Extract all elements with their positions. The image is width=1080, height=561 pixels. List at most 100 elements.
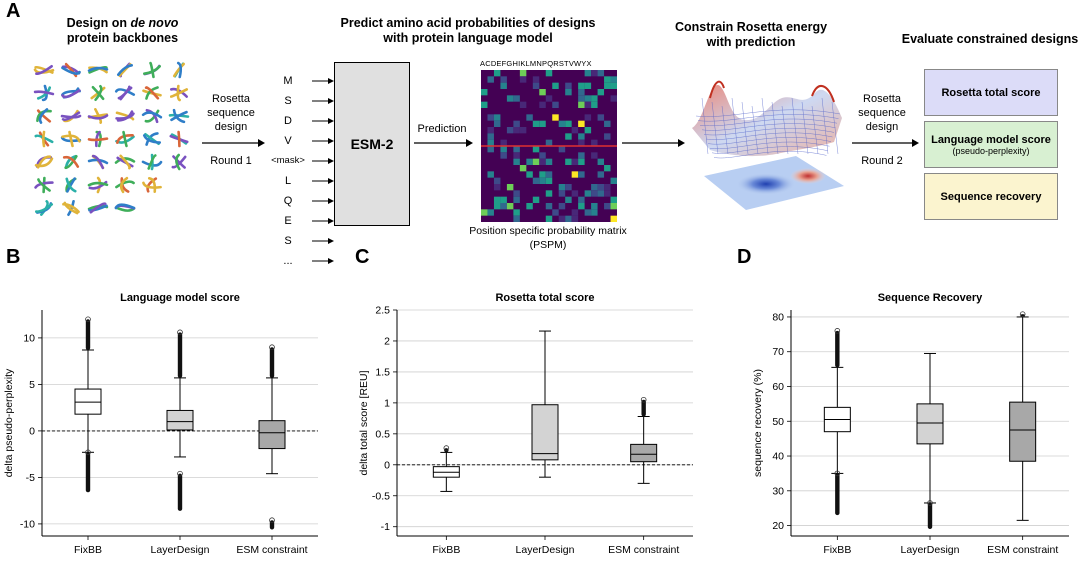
backbone-thumbnail: [115, 110, 135, 122]
token-8: S: [284, 235, 292, 247]
pspm-caption-l2: (PSPM): [529, 239, 567, 251]
backbone-thumbnail: [60, 109, 82, 123]
chart-title: Sequence Recovery: [878, 292, 983, 304]
x-tick-label: FixBB: [74, 544, 102, 556]
backbone-thumbnail: [65, 177, 77, 193]
eval-box-language-label: Language model score: [931, 133, 1051, 146]
backbone-thumbnail: [62, 154, 80, 170]
backbone-thumbnail: [90, 84, 106, 102]
pspm-caption: Position specific probability matrix (PS…: [448, 224, 648, 252]
panel-letter-b: B: [6, 246, 21, 268]
outliers-low-tip: [177, 470, 183, 477]
token-5: L: [284, 175, 292, 187]
x-tick-label: ESM constraint: [236, 544, 307, 556]
outliers-low-tip: [269, 517, 275, 523]
backbone-thumbnail: [116, 62, 134, 78]
y-tick-label: 0.5: [375, 428, 390, 440]
x-tick-label: FixBB: [432, 544, 460, 556]
y-tick-label: -0.5: [372, 490, 390, 502]
box-layerdesign: [531, 330, 559, 478]
x-tick-label: LayerDesign: [151, 544, 210, 556]
chart-sequence-recovery: Sequence Recovery 20 30 40 50 60 70 80 sequence …: [752, 292, 1069, 556]
outliers-high-tip: [269, 344, 275, 351]
token-1: S: [284, 95, 292, 107]
outliers-low-tip: [834, 470, 841, 477]
x-tick-label: ESM constraint: [608, 544, 679, 556]
outliers-high: [835, 330, 840, 368]
panel-letter-d: D: [737, 246, 752, 268]
backbone-thumbnail: [169, 84, 189, 102]
backbone-thumbnail: [61, 62, 81, 78]
y-tick-label: -1: [381, 521, 390, 533]
outliers-low: [927, 502, 933, 530]
outliers-high-tip: [834, 328, 841, 334]
arrow2-label-l2: sequence: [858, 107, 906, 119]
backbone-thumbnail: [114, 85, 136, 101]
outliers-high: [641, 399, 646, 417]
y-tick-label: 1: [384, 397, 390, 409]
iqr-box: [531, 404, 559, 461]
eval-box-language-sub: (pseudo-perplexity): [952, 145, 1030, 156]
backbone-thumbnail: [114, 203, 136, 212]
backbone-thumbnail: [60, 130, 82, 148]
backbone-thumbnail: [34, 130, 54, 148]
box-fixbb: [74, 316, 102, 493]
iqr-box: [1009, 401, 1037, 462]
backbone-thumbnail: [34, 176, 54, 194]
backbone-thumbnail: [87, 176, 109, 194]
step1-title-em: de novo: [130, 16, 179, 30]
y-tick-label: 0: [29, 425, 35, 437]
y-tick-label: 2.5: [375, 305, 390, 317]
box-layerdesign: [166, 329, 194, 511]
esm2-model-name: ESM-2: [350, 136, 394, 152]
backbone-thumbnail: [169, 130, 189, 148]
token-6: Q: [283, 195, 293, 207]
outliers-low: [85, 452, 91, 493]
panel-letter-a: A: [6, 0, 21, 22]
eval-box-recovery: Sequence recovery: [924, 173, 1058, 220]
outliers-high: [85, 319, 91, 350]
x-tick-label: FixBB: [823, 544, 851, 556]
y-tick-label: 30: [772, 485, 784, 497]
iqr-box: [258, 420, 286, 450]
step2-title-l2: with protein language model: [383, 31, 553, 45]
arrow2-label: Rosetta sequence design: [846, 92, 918, 134]
y-tick-label: 20: [772, 520, 784, 532]
step3-title: Constrain Rosetta energy with prediction: [666, 20, 836, 50]
step1-title-pre: Design on: [66, 16, 131, 30]
y-tick-label: 10: [23, 332, 35, 344]
arrow2-round: Round 2: [861, 155, 903, 167]
backbone-thumbnail: [142, 177, 162, 193]
arrow2-label-l3: design: [865, 121, 899, 133]
backbone-thumbnail: [87, 154, 109, 170]
pspm-caption-l1: Position specific probability matrix: [469, 225, 627, 237]
y-axis-label: delta pseudo-perplexity: [3, 368, 15, 477]
box-fixbb: [432, 445, 460, 492]
energy-landscape: [692, 80, 844, 210]
box-esm-constraint: [630, 396, 658, 484]
y-tick-label: 0: [384, 459, 390, 471]
arrow1-label-l2: sequence: [207, 107, 255, 119]
backbone-thumbnail: [171, 153, 187, 171]
box-esm-constraint: [258, 344, 286, 530]
backbone-thumbnail: [114, 154, 136, 170]
backbone-thumbnail: [115, 176, 135, 194]
backbone-thumbnail: [142, 132, 162, 146]
esm2-model-box: ESM-2: [334, 62, 410, 226]
token-9: ...: [283, 255, 293, 267]
y-tick-label: 70: [772, 346, 784, 358]
arrow1-label: Rosetta sequence design: [198, 92, 264, 134]
outliers-low-tip: [927, 500, 933, 506]
backbone-thumbnail: [33, 84, 55, 102]
token-arrows: [312, 78, 334, 264]
outliers-high-tip: [85, 316, 91, 323]
backbone-thumbnail: [62, 199, 80, 217]
eval-box-rosetta: Rosetta total score: [924, 69, 1058, 116]
backbone-thumbnails: [33, 61, 190, 217]
token-7: E: [284, 215, 292, 227]
panel-letter-c: C: [355, 246, 370, 268]
y-tick-label: 50: [772, 416, 784, 428]
chart-title: Language model score: [120, 292, 240, 304]
pspm-to-energy-arrow: [622, 139, 685, 147]
eval-box-language: Language model score (pseudo-perplexity): [924, 121, 1058, 168]
